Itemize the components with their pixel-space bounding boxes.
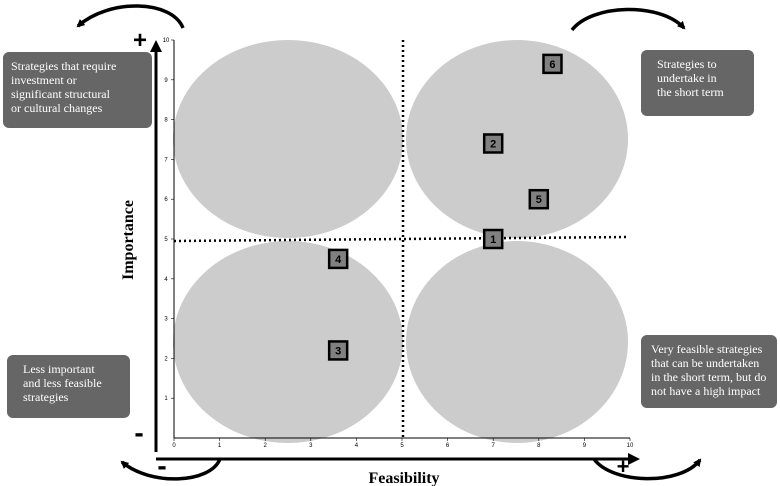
data-point-marker xyxy=(327,248,349,270)
x-tick-label: 2 xyxy=(264,443,268,449)
data-point-label: 5 xyxy=(536,194,542,206)
data-point-marker xyxy=(528,188,550,210)
note-bottom-left: Less important and less feasible strateg… xyxy=(7,355,130,418)
note-line: significant structural xyxy=(11,87,110,101)
note-line: the short term xyxy=(657,85,724,99)
data-point-marker xyxy=(542,53,563,75)
note-top-left: Strategies that require investment or si… xyxy=(3,52,152,128)
data-point-label: 1 xyxy=(490,234,496,246)
y-tick-label: 6 xyxy=(164,197,168,203)
x-tick-label: 9 xyxy=(583,443,587,449)
y-tick-label: 7 xyxy=(164,157,168,163)
quadrant-bottom-left xyxy=(173,241,403,443)
x-tick-labels: 0 1 2 3 4 5 6 7 8 9 10 xyxy=(172,438,634,449)
note-line: Very feasible strategies xyxy=(651,342,763,356)
note-line: not have a high impact xyxy=(651,384,761,398)
curved-arrow-top-right xyxy=(570,7,686,32)
note-line: that can be undertaken xyxy=(651,356,760,370)
x-tick-label: 5 xyxy=(400,443,404,449)
note-line: investment or xyxy=(11,73,77,87)
y-tick-label: 8 xyxy=(164,118,168,124)
x-tick-label: 3 xyxy=(309,443,313,449)
y-tick-label: 4 xyxy=(164,277,168,283)
curved-arrow-bottom-left xyxy=(120,458,222,481)
note-line: Strategies that require xyxy=(11,59,117,73)
importance-axis-arrowhead xyxy=(150,40,162,52)
x-tick-label: 8 xyxy=(537,443,541,449)
x-tick-label: 6 xyxy=(446,443,450,449)
data-point-label: 6 xyxy=(549,59,555,71)
quadrant-top-right xyxy=(406,40,628,238)
x-tick-label: 1 xyxy=(218,443,222,449)
y-tick-label: 5 xyxy=(164,237,168,243)
quadrant-zones xyxy=(173,40,628,443)
y-high-sign: + xyxy=(133,27,147,54)
x-high-sign: + xyxy=(617,454,630,479)
note-top-right: Strategies to undertake in the short ter… xyxy=(641,50,754,116)
y-tick-label: 2 xyxy=(164,356,168,362)
x-tick-label: 0 xyxy=(172,443,176,449)
quadrant-top-left xyxy=(173,40,403,238)
divider-horizontal xyxy=(173,235,629,243)
y-axis-title: Importance xyxy=(120,200,137,280)
data-point-label: 2 xyxy=(490,138,496,150)
note-line: undertake in xyxy=(657,71,717,85)
note-bottom-right: Very feasible strategies that can be und… xyxy=(641,335,777,408)
note-line: and less feasible xyxy=(23,376,102,390)
x-axis-title: Feasibility xyxy=(368,470,439,486)
curved-arrow-top-left xyxy=(76,4,185,29)
x-tick-label: 4 xyxy=(355,443,359,449)
data-point-marker xyxy=(482,228,504,250)
x-low-sign: - xyxy=(157,450,166,481)
note-line: Less important xyxy=(23,362,95,376)
feasibility-axis-arrowhead xyxy=(628,453,640,465)
y-low-sign: - xyxy=(134,417,143,448)
data-point-label: 4 xyxy=(335,254,342,266)
data-point-label: 3 xyxy=(335,345,341,357)
y-tick-label: 10 xyxy=(163,38,170,44)
data-points: 1 2 3 4 5 6 xyxy=(327,53,563,361)
y-tick-label: 3 xyxy=(164,317,168,323)
note-line: in the short term, but do xyxy=(651,370,767,384)
data-point-marker xyxy=(482,133,504,154)
y-tick-label: 9 xyxy=(164,78,168,84)
curved-arrow-bottom-right xyxy=(592,457,702,481)
note-line: strategies xyxy=(23,390,69,404)
y-tick-labels: 1 2 3 4 5 6 7 8 9 10 xyxy=(163,38,174,402)
x-tick-label: 10 xyxy=(627,443,634,449)
data-point-marker xyxy=(327,340,349,361)
note-line: Strategies to xyxy=(657,57,717,71)
note-line: or cultural changes xyxy=(11,101,103,115)
quadrant-bottom-right xyxy=(406,241,628,443)
x-tick-label: 7 xyxy=(492,443,496,449)
y-tick-label: 1 xyxy=(164,396,168,402)
